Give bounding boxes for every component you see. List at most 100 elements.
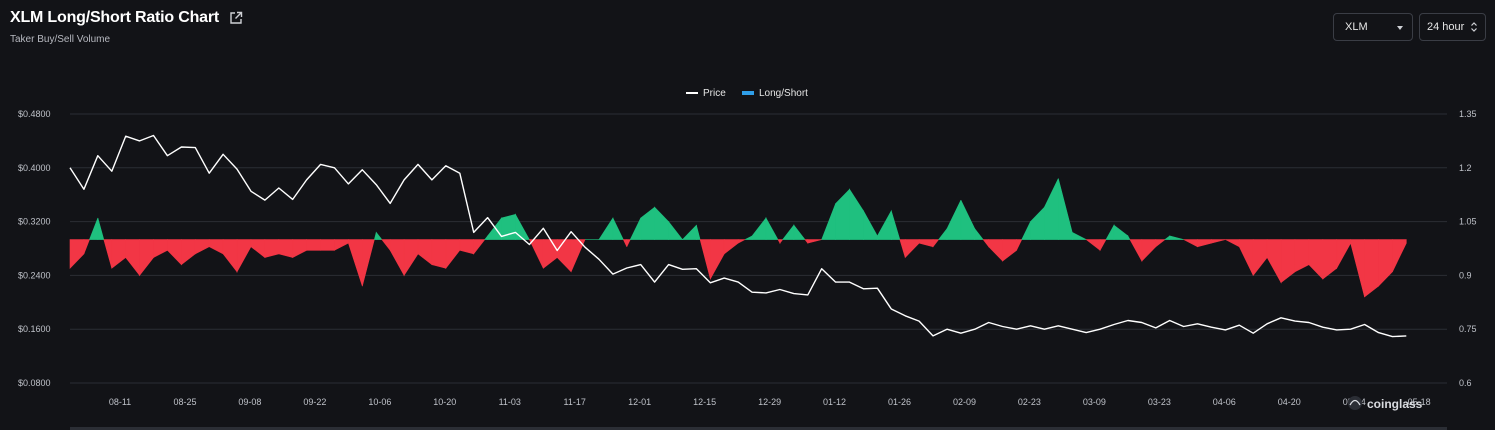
zoom-slider[interactable]	[70, 427, 1447, 430]
short-area-segment	[542, 239, 558, 269]
long-area-segment	[946, 199, 962, 240]
x-tick-label: 11-03	[499, 397, 521, 407]
legend: Price Long/Short	[686, 88, 808, 99]
short-area-segment	[381, 239, 391, 252]
long-short-area	[69, 178, 1407, 298]
y-left-tick-label: $0.3200	[18, 217, 51, 227]
short-area-segment	[208, 239, 224, 255]
short-area-segment	[779, 239, 784, 244]
short-area-segment	[167, 239, 182, 266]
coin-select-value: XLM	[1345, 21, 1368, 33]
short-area-segment	[556, 239, 572, 273]
y-right-tick-label: 0.9	[1459, 270, 1472, 280]
x-tick-label: 12-01	[628, 397, 651, 407]
long-area-segment	[793, 224, 806, 240]
short-area-segment	[710, 239, 725, 281]
short-area-segment	[473, 239, 486, 255]
x-tick-label: 03-09	[1083, 397, 1106, 407]
x-tick-label: 08-11	[109, 397, 131, 407]
short-area-segment	[194, 239, 210, 255]
left-axis-ticks: $0.0800 $0.1600 $0.2400 $0.3200 $0.4000 $0.48…	[18, 109, 51, 388]
x-tick-label: 02-23	[1018, 397, 1041, 407]
y-right-tick-label: 1.2	[1459, 163, 1472, 173]
legend-long-short-label[interactable]: Long/Short	[759, 88, 808, 99]
legend-price-label[interactable]: Price	[703, 88, 726, 99]
short-area-segment	[292, 239, 307, 258]
short-area-segment	[69, 239, 85, 269]
chart-subtitle: Taker Buy/Sell Volume	[10, 34, 111, 45]
short-area-segment	[1099, 239, 1107, 252]
short-area-segment	[278, 239, 294, 258]
short-area-segment	[459, 239, 474, 255]
short-area-segment	[445, 239, 461, 270]
right-axis-ticks: 0.6 0.75 0.9 1.05 1.2 1.35	[1459, 109, 1477, 388]
chevron-down-icon	[1397, 26, 1403, 30]
short-area-segment	[236, 239, 252, 273]
long-area-segment	[515, 213, 530, 240]
short-area-segment	[1364, 239, 1379, 298]
short-area-segment	[111, 239, 126, 269]
short-area-segment	[125, 239, 140, 277]
y-left-tick-label: $0.1600	[18, 324, 51, 334]
short-area-segment	[1197, 239, 1212, 248]
x-tick-label: 05-18	[1408, 397, 1431, 407]
short-area-segment	[83, 239, 90, 254]
price-series	[69, 134, 1407, 338]
coinglass-watermark: coinglass	[1348, 396, 1423, 411]
x-tick-label: 12-29	[758, 397, 781, 407]
short-area-segment	[250, 239, 266, 259]
short-area-segment	[389, 239, 405, 277]
x-tick-label: 03-23	[1148, 397, 1171, 407]
short-area-segment	[932, 239, 940, 248]
x-tick-label: 09-22	[303, 397, 326, 407]
short-area-segment	[181, 239, 196, 266]
x-tick-label: 10-20	[433, 397, 456, 407]
short-area-segment	[622, 239, 628, 247]
grid-lines	[70, 113, 1447, 384]
short-area-segment	[1252, 239, 1268, 277]
long-area-segment	[849, 188, 864, 240]
short-area-segment	[103, 239, 113, 269]
external-link-icon[interactable]	[229, 11, 243, 25]
short-area-segment	[1336, 239, 1351, 270]
y-left-tick-label: $0.4000	[18, 163, 51, 173]
short-area-segment	[1308, 239, 1324, 280]
x-tick-label: 01-26	[888, 397, 911, 407]
short-area-segment	[904, 239, 920, 259]
short-area-segment	[626, 239, 631, 247]
short-area-segment	[1225, 239, 1240, 248]
coin-select[interactable]: XLM	[1333, 13, 1413, 41]
long-area-segment	[1105, 224, 1115, 240]
short-area-segment	[1322, 239, 1338, 280]
short-area-segment	[348, 239, 363, 287]
long-area-segment	[612, 217, 624, 240]
y-right-tick-label: 1.35	[1459, 109, 1477, 119]
long-area-segment	[696, 225, 701, 240]
long-area-segment	[960, 199, 976, 240]
long-area-segment	[1030, 206, 1045, 240]
long-area-segment	[863, 209, 878, 240]
coinglass-logo-mark	[1349, 399, 1361, 406]
short-area-segment	[153, 239, 168, 258]
short-area-segment	[988, 239, 1003, 262]
short-area-segment	[528, 239, 544, 269]
short-area-segment	[306, 239, 321, 251]
legend-long-short-swatch	[742, 91, 754, 95]
short-area-segment	[1085, 239, 1101, 251]
short-area-segment	[139, 239, 154, 277]
long-area-segment	[654, 206, 669, 240]
short-area-segment	[807, 239, 822, 244]
long-area-segment	[681, 224, 697, 240]
x-tick-label: 04-20	[1278, 397, 1301, 407]
long-area-segment	[484, 235, 488, 240]
price-line	[69, 134, 1407, 338]
short-area-segment	[264, 239, 280, 258]
long-area-segment	[640, 206, 655, 240]
range-select-value: 24 hour	[1427, 21, 1465, 33]
range-select[interactable]: 24 hour	[1419, 13, 1486, 41]
short-area-segment	[403, 239, 419, 277]
y-left-tick-label: $0.4800	[18, 109, 51, 119]
updown-chevron-icon	[1471, 22, 1477, 32]
